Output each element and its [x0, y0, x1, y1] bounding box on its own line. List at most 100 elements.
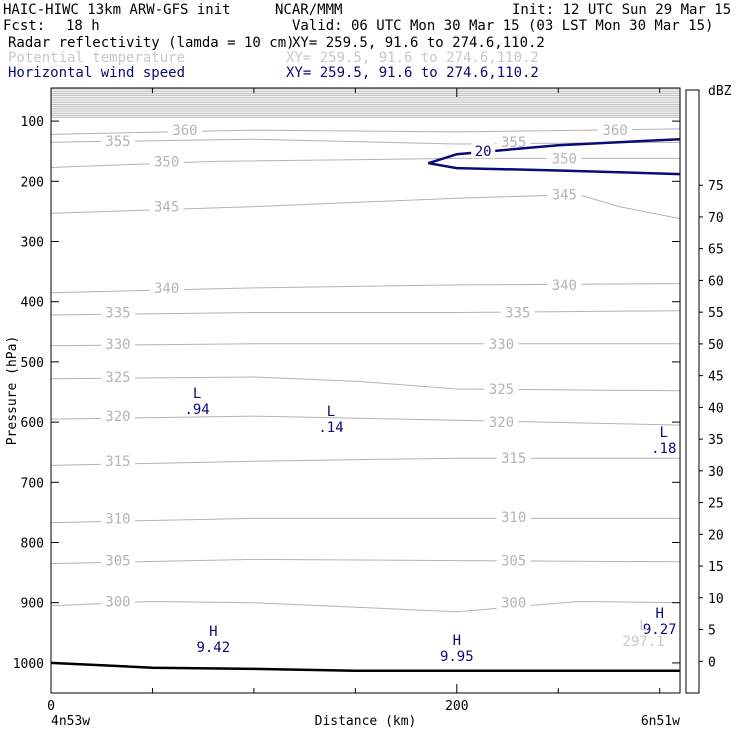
header-fcst-label: Fcst: — [3, 18, 46, 34]
x-axis-title: Distance (km) — [315, 714, 417, 729]
theta-label-335: 335 — [105, 306, 130, 322]
theta-label-bg — [100, 335, 135, 351]
theta-label-340: 340 — [154, 281, 179, 297]
extremum-l-symbol: L — [639, 618, 647, 634]
top-band-fill — [51, 88, 680, 119]
theta-label-bg — [484, 335, 519, 351]
colorbar-label: 5 — [708, 624, 716, 639]
theta-label-305: 305 — [105, 554, 130, 570]
theta-contour-305 — [50, 558, 681, 565]
theta-contour-360 — [50, 128, 681, 135]
field-reflectivity-xy: XY= 259.5, 91.6 to 274.6,110.2 — [292, 35, 545, 51]
extremum-h-value: 9.27 — [643, 622, 677, 638]
theta-contour-330 — [50, 343, 680, 347]
theta-label-bg — [496, 509, 531, 525]
theta-contour-310 — [50, 517, 680, 524]
theta-label-bg — [100, 593, 135, 609]
plot-axes: 100 200 300 400 500 600 700 800 900 1000 0 200 Dista… — [5, 87, 681, 729]
colorbar-label: 15 — [708, 560, 724, 575]
theta-label-340: 340 — [552, 278, 577, 294]
extremum-l-symbol: L — [660, 425, 668, 441]
theta-label-bg — [100, 132, 135, 148]
surface-layer — [50, 661, 680, 672]
theta-contour-315 — [50, 457, 680, 466]
theta-label-bg — [100, 304, 135, 320]
extremum-l-symbol: L — [327, 404, 335, 420]
theta-label-bg — [496, 134, 531, 150]
theta-label-310: 310 — [105, 511, 130, 527]
colorbar-label: 40 — [708, 401, 724, 416]
theta-label-bg — [149, 279, 184, 295]
theta-label-315: 315 — [501, 451, 526, 467]
y-tick-label: 1000 — [13, 657, 44, 672]
colorbar-label: 20 — [708, 528, 724, 543]
theta-contour-340 — [50, 283, 681, 294]
header-valid: Valid: 06 UTC Mon 30 Mar 15 (03 LST Mon … — [292, 18, 714, 34]
y-axis-title: Pressure (hPa) — [5, 336, 20, 446]
extremum-l-value: .14 — [318, 420, 343, 436]
wind-label-bg — [471, 143, 496, 159]
surface-line — [50, 661, 680, 672]
extremum-h-value: 9.95 — [440, 649, 474, 665]
theta-label-bg — [484, 380, 519, 396]
theta-label-330: 330 — [489, 337, 514, 353]
colorbar-label: 10 — [708, 592, 724, 607]
theta-label-330: 330 — [105, 337, 130, 353]
colorbar-label: 55 — [708, 306, 724, 321]
theta-label-335: 335 — [505, 306, 530, 322]
theta-label-bg — [496, 552, 531, 568]
theta-label-bg — [500, 304, 535, 320]
theta-label-bg — [100, 368, 135, 384]
theta-label-300: 300 — [105, 594, 130, 610]
theta-contour-355 — [50, 138, 681, 145]
extremum-h-value: 9.42 — [196, 640, 230, 656]
x-right-endpoint: 6n51w — [641, 714, 680, 729]
theta-label-345: 345 — [154, 200, 179, 216]
theta-label-315: 315 — [105, 454, 130, 470]
theta-label-320: 320 — [489, 415, 514, 431]
stratosphere-contour-band — [51, 88, 680, 119]
field-wind-name: Horizontal wind speed — [8, 65, 186, 81]
extremum-l-value: .18 — [651, 441, 676, 457]
theta-label-bg — [547, 150, 582, 166]
field-reflectivity-name: Radar reflectivity (lamda = 10 cm) — [8, 35, 295, 51]
wind-label-20: 20 — [475, 144, 492, 160]
y-tick-label: 900 — [21, 597, 44, 612]
theta-label-bg — [100, 408, 135, 424]
colorbar-label: 50 — [708, 338, 724, 353]
theta-label-bg — [149, 153, 184, 169]
x-tick-label: 200 — [445, 699, 468, 714]
extremum-l-symbol: L — [193, 386, 201, 402]
theta-label-bg — [598, 122, 633, 138]
y-tick-label: 300 — [21, 236, 44, 251]
y-tick-label: 400 — [21, 296, 44, 311]
theta-label-bg — [167, 122, 202, 138]
theta-label-350: 350 — [552, 151, 577, 167]
theta-label-bg — [484, 414, 519, 430]
header-org: NCAR/MMM — [275, 2, 343, 18]
theta-label-310: 310 — [501, 510, 526, 526]
field-wind-xy: XY= 259.5, 91.6 to 274.6,110.2 — [286, 65, 539, 81]
theta-label-345: 345 — [552, 188, 577, 204]
colorbar-label: 70 — [708, 211, 724, 226]
wind-contour-20 — [428, 137, 681, 176]
theta-contour-320 — [50, 415, 681, 426]
theta-label-305: 305 — [501, 554, 526, 570]
y-tick-label: 800 — [21, 537, 44, 552]
colorbar-label: 0 — [708, 655, 716, 670]
colorbar-frame — [685, 89, 700, 694]
extremum-h-symbol: H — [453, 633, 461, 649]
header-model: HAIC-HIWC 13km ARW-GFS init — [3, 2, 231, 18]
theta-label-bg — [100, 510, 135, 526]
y-tick-label: 100 — [21, 115, 44, 130]
extremum-h-symbol: H — [209, 624, 217, 640]
x-tick-label: 0 — [47, 699, 55, 714]
theta-label-300: 300 — [501, 596, 526, 612]
y-tick-label: 500 — [21, 356, 44, 371]
theta-contour-345 — [50, 194, 681, 220]
colorbar-label: 60 — [708, 274, 724, 289]
theta-contours: 300 300 305 305 310 310 315 315 320 320 325 325 330 3… — [50, 122, 681, 613]
theta-label-bg — [100, 453, 135, 469]
